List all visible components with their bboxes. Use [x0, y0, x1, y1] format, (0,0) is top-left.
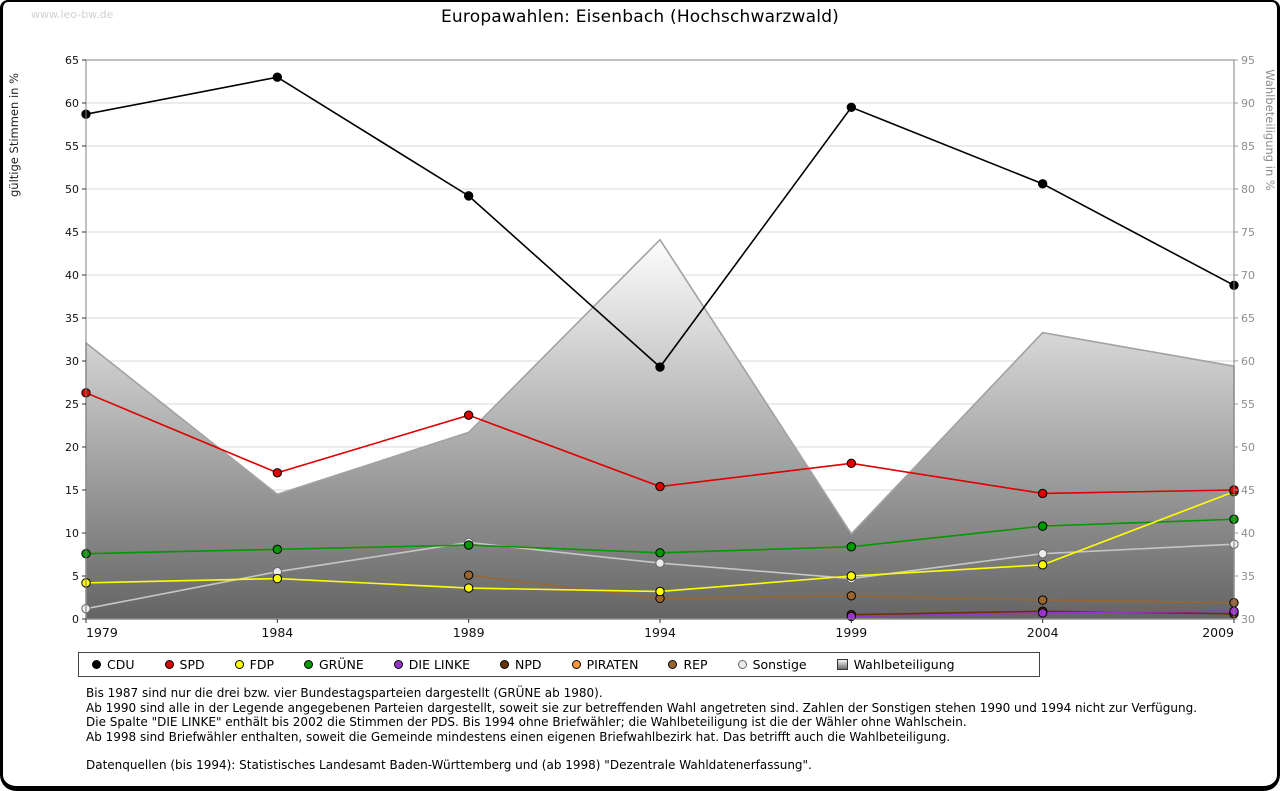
note-line: Die Spalte "DIE LINKE" enthält bis 2002 …: [86, 715, 967, 730]
svg-text:1984: 1984: [261, 625, 293, 640]
svg-text:0: 0: [72, 613, 79, 626]
svg-text:30: 30: [1241, 613, 1255, 626]
series-marker-icon: [393, 660, 403, 669]
svg-text:gültige Stimmen in %: gültige Stimmen in %: [7, 73, 21, 197]
legend-label: CDU: [107, 657, 135, 672]
page-title: Europawahlen: Eisenbach (Hochschwarzwald…: [440, 7, 840, 27]
svg-text:45: 45: [1241, 484, 1255, 497]
legend: CDU SPD FDP GRÜNE DIE LINKE NPD PIRATEN REP Sons…: [78, 652, 1040, 677]
legend-item-spd: SPD: [164, 657, 205, 672]
svg-text:35: 35: [1241, 570, 1255, 583]
legend-label: FDP: [249, 657, 274, 672]
legend-label: REP: [683, 657, 708, 672]
note-line: Ab 1998 sind Briefwähler enthalten, sowe…: [86, 729, 951, 744]
svg-text:95: 95: [1241, 54, 1255, 67]
svg-text:60: 60: [65, 97, 79, 110]
legend-label: NPD: [515, 657, 542, 672]
svg-text:1989: 1989: [453, 625, 485, 640]
legend-label: DIE LINKE: [408, 657, 471, 672]
legend-item-sonstige: Sonstige: [737, 657, 807, 672]
svg-text:45: 45: [65, 226, 79, 239]
svg-text:1994: 1994: [644, 625, 676, 640]
legend-label: PIRATEN: [586, 657, 639, 672]
svg-text:1979: 1979: [86, 625, 118, 640]
watermark: www.leo-bw.de: [31, 8, 114, 21]
footer-notes: Bis 1987 sind nur die drei bzw. vier Bun…: [86, 686, 1257, 773]
series-marker-icon: [303, 660, 313, 669]
turnout-area-swatch-icon: [836, 659, 848, 670]
legend-label: Sonstige: [752, 657, 807, 672]
svg-text:30: 30: [65, 355, 79, 368]
svg-text:Wahlbeteiligung in %: Wahlbeteiligung in %: [1263, 69, 1277, 191]
svg-text:35: 35: [65, 312, 79, 325]
legend-label: Wahlbeteiligung: [853, 657, 955, 672]
svg-text:55: 55: [1241, 398, 1255, 411]
series-marker-icon: [234, 660, 244, 669]
svg-text:5: 5: [72, 570, 79, 583]
data-sources-line: Datenquellen (bis 1994): Statistisches L…: [86, 758, 812, 773]
svg-text:40: 40: [65, 269, 79, 282]
legend-item-fdp: FDP: [234, 657, 274, 672]
svg-text:60: 60: [1241, 355, 1255, 368]
svg-text:55: 55: [65, 140, 79, 153]
svg-text:85: 85: [1241, 140, 1255, 153]
svg-text:25: 25: [65, 398, 79, 411]
legend-item-die-linke: DIE LINKE: [393, 657, 471, 672]
svg-text:15: 15: [65, 484, 79, 497]
note-line: Bis 1987 sind nur die drei bzw. vier Bun…: [86, 686, 603, 700]
note-line: Ab 1990 sind alle in der Legende angegeb…: [86, 700, 1198, 715]
svg-text:90: 90: [1241, 97, 1255, 110]
svg-text:75: 75: [1241, 226, 1255, 239]
series-marker-icon: [668, 660, 678, 669]
series-marker-icon: [571, 660, 581, 669]
legend-label: SPD: [179, 657, 205, 672]
svg-text:50: 50: [65, 183, 79, 196]
legend-item-piraten: PIRATEN: [571, 657, 639, 672]
svg-text:10: 10: [65, 527, 79, 540]
svg-text:70: 70: [1241, 269, 1255, 282]
svg-text:2004: 2004: [1027, 625, 1059, 640]
svg-text:1999: 1999: [835, 625, 867, 640]
svg-text:2009: 2009: [1202, 625, 1234, 640]
election-line-chart: 0 5 10 15 20 25 30 35 40 45 50 55 60 65 30 35 40 45 50 55 60…: [7, 54, 1277, 640]
svg-text:50: 50: [1241, 441, 1255, 454]
legend-item-gr-ne: GRÜNE: [303, 657, 364, 672]
legend-label: GRÜNE: [318, 657, 364, 672]
svg-text:65: 65: [65, 54, 79, 67]
svg-text:80: 80: [1241, 183, 1255, 196]
svg-text:20: 20: [65, 441, 79, 454]
series-marker-icon: [500, 660, 510, 669]
series-marker-icon: [164, 660, 174, 669]
series-marker-icon: [92, 660, 101, 669]
svg-text:40: 40: [1241, 527, 1255, 540]
svg-text:65: 65: [1241, 312, 1255, 325]
series-marker-icon: [737, 660, 747, 669]
legend-item-npd: NPD: [500, 657, 542, 672]
legend-item-cdu: CDU: [92, 657, 135, 672]
legend-item-wahlbeteiligung: Wahlbeteiligung: [836, 657, 955, 672]
legend-item-rep: REP: [668, 657, 708, 672]
